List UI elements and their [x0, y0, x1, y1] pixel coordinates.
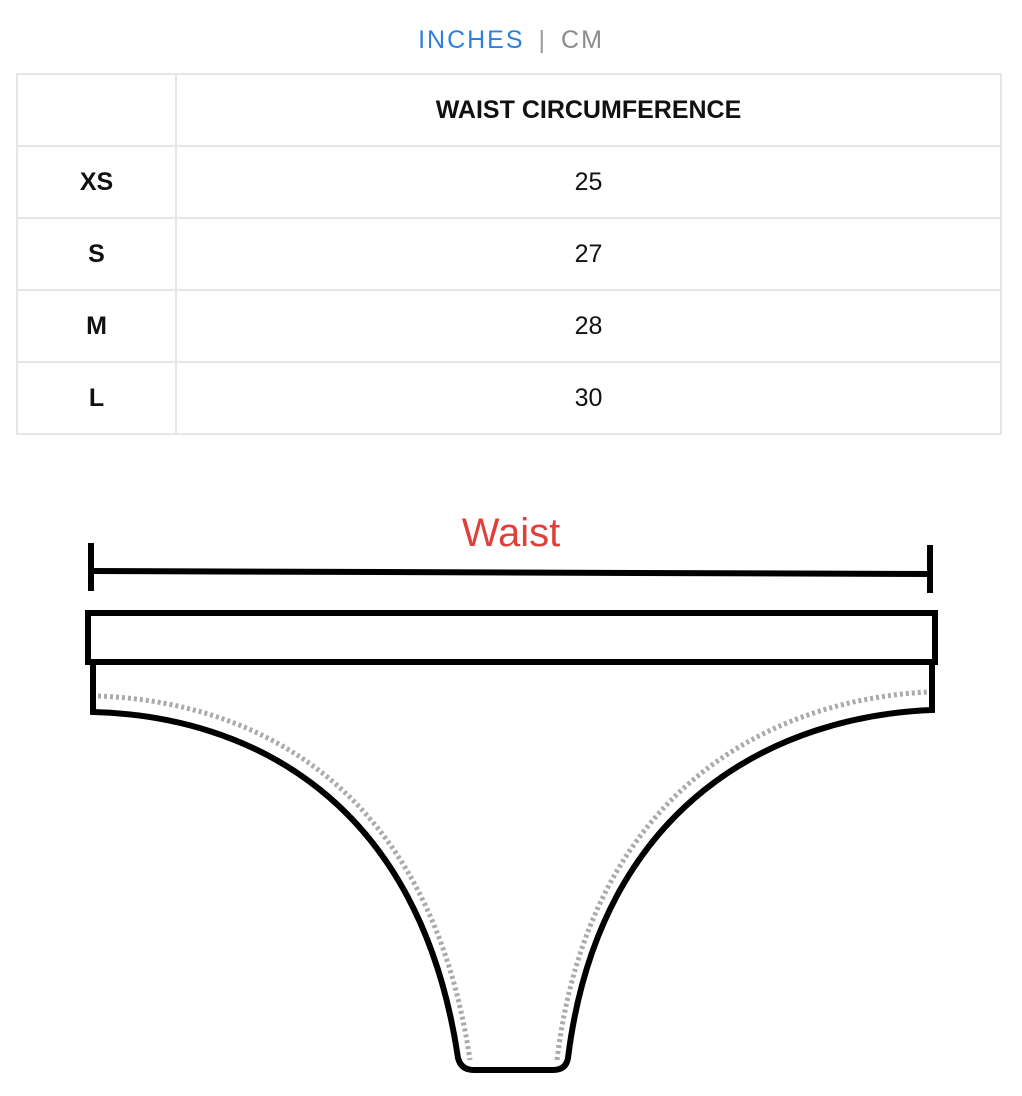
- unit-toggle: INCHES | CM: [0, 26, 1022, 55]
- table-row: XS 25: [16, 145, 1002, 219]
- unit-separator: |: [538, 26, 548, 54]
- table-row: L 30: [16, 361, 1002, 435]
- header-cell-size: [16, 73, 177, 147]
- table-header-row: WAIST CIRCUMFERENCE: [16, 73, 1002, 147]
- size-cell: M: [16, 289, 177, 363]
- table-row: M 28: [16, 289, 1002, 363]
- cm-tab[interactable]: CM: [561, 26, 604, 54]
- waist-ruler: [88, 543, 933, 593]
- waist-label: Waist: [462, 511, 561, 555]
- waist-cell: 25: [175, 145, 1002, 219]
- size-cell: S: [16, 217, 177, 291]
- waistband: [85, 610, 938, 665]
- garment-stitching: [97, 689, 929, 1061]
- garment-outline: [90, 662, 935, 1073]
- size-chart-table: WAIST CIRCUMFERENCE XS 25 S 27 M 28 L 30: [16, 73, 1002, 435]
- waist-cell: 30: [175, 361, 1002, 435]
- size-cell: L: [16, 361, 177, 435]
- size-cell: XS: [16, 145, 177, 219]
- table-row: S 27: [16, 217, 1002, 291]
- waist-cell: 27: [175, 217, 1002, 291]
- inches-tab[interactable]: INCHES: [418, 26, 525, 54]
- header-cell-waist: WAIST CIRCUMFERENCE: [175, 73, 1002, 147]
- waist-cell: 28: [175, 289, 1002, 363]
